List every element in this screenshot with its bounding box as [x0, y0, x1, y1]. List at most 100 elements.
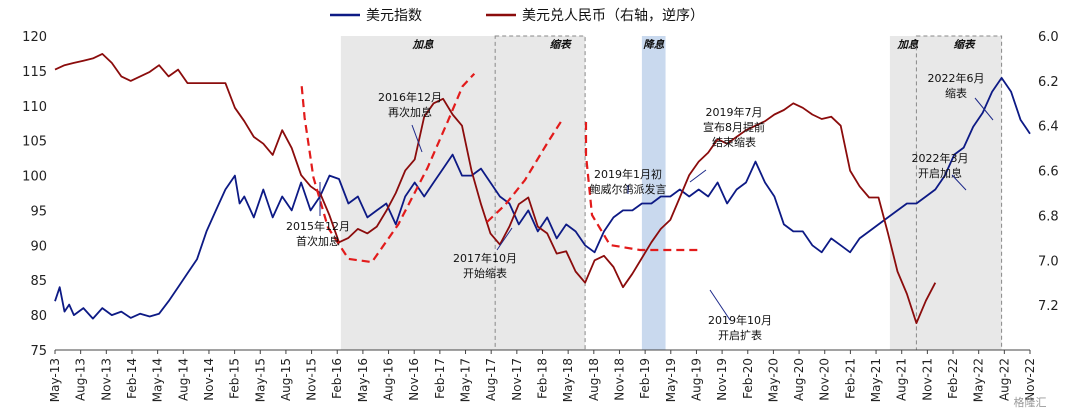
x-tick-label-Nov-18: Nov-18	[612, 358, 626, 401]
x-tick-label-May-14: May-14	[151, 358, 165, 402]
x-tick-label-Aug-18: Aug-18	[587, 358, 601, 401]
annotation-2-line-1: 开始缩表	[463, 266, 507, 280]
shaded-region-2	[641, 36, 666, 350]
x-tick-label-May-21: May-21	[869, 358, 883, 402]
right-tick-6.2: 6.2	[1038, 75, 1059, 90]
left-axis: 75 80 85 90 95 100 105 110 115 120	[22, 30, 47, 359]
region-label-0: 加息	[411, 38, 433, 51]
annotation-arrow-0	[411, 124, 423, 153]
dashed-trend-layer	[300, 72, 700, 264]
annotation-0-line-0: 2016年12月	[378, 90, 442, 104]
left-tick-85: 85	[30, 274, 47, 289]
x-tick-label-Feb-14: Feb-14	[125, 358, 139, 399]
x-tick-label-May-15: May-15	[253, 358, 267, 402]
x-tick-label-Nov-21: Nov-21	[920, 358, 934, 401]
legend-label-usd-index: 美元指数	[366, 8, 422, 24]
annotation-4-line-0: 2019年7月	[706, 105, 763, 119]
region-label-3: 加息	[896, 38, 918, 51]
dashed-trend-line-1	[300, 72, 476, 264]
x-tick-label-May-17: May-17	[459, 358, 473, 402]
x-tick-label-Feb-19: Feb-19	[638, 358, 652, 399]
x-tick-label-May-16: May-16	[356, 358, 370, 402]
x-tick-label-Nov-17: Nov-17	[510, 358, 524, 401]
region-labels: 加息 缩表 降息 加息 缩表	[411, 38, 976, 51]
right-tick-6.4: 6.4	[1038, 120, 1059, 135]
dashed-trend-line-3	[486, 119, 563, 223]
shaded-regions	[340, 35, 1003, 351]
x-tick-label-Feb-18: Feb-18	[536, 358, 550, 399]
left-tick-90: 90	[30, 239, 47, 254]
x-tick-label-Aug-13: Aug-13	[74, 358, 88, 401]
legend-label-usdcny: 美元兑人民币（右轴，逆序）	[522, 8, 704, 24]
x-tick-label-May-22: May-22	[972, 358, 986, 402]
x-tick-label-Aug-15: Aug-15	[279, 358, 293, 401]
x-tick-label-Aug-22: Aug-22	[997, 358, 1011, 401]
annotation-arrow-6	[974, 97, 994, 121]
x-tick-label-Feb-20: Feb-20	[741, 358, 755, 399]
right-tick-6.0: 6.0	[1038, 30, 1059, 45]
x-tick-label-Nov-19: Nov-19	[715, 358, 729, 401]
x-axis: May-13 Aug-13 Nov-13 Feb-14 May-14 Aug-14 Nov-…	[48, 349, 1037, 402]
x-tick-label-Feb-21: Feb-21	[843, 358, 857, 399]
region-label-1: 缩表	[550, 38, 572, 51]
annotation-4-line-2: 结束缩表	[712, 135, 756, 149]
x-tick-label-Feb-17: Feb-17	[433, 358, 447, 399]
annotation-1-line-1: 首次加息	[296, 234, 340, 248]
watermark-text: 格隆汇	[1014, 395, 1047, 409]
annotation-3-line-0: 2019年1月初	[594, 167, 662, 181]
left-tick-115: 115	[22, 65, 47, 80]
region-label-4: 缩表	[954, 38, 976, 51]
x-tick-label-May-18: May-18	[561, 358, 575, 402]
x-tick-label-Aug-17: Aug-17	[484, 358, 498, 401]
left-tick-75: 75	[30, 344, 47, 359]
region-label-2: 降息	[643, 38, 664, 51]
left-tick-95: 95	[30, 204, 47, 219]
annotation-0-line-1: 再次加息	[388, 105, 432, 119]
series-layer	[54, 53, 1031, 324]
annotation-7-line-0: 2022年3月	[912, 151, 969, 165]
annotation-6-line-1: 缩表	[945, 86, 967, 100]
x-tick-label-May-13: May-13	[48, 358, 62, 402]
right-tick-7.2: 7.2	[1038, 299, 1059, 314]
left-tick-80: 80	[30, 309, 47, 324]
x-tick-label-Nov-22: Nov-22	[1023, 358, 1037, 401]
annotation-5-line-0: 2019年10月	[708, 313, 772, 327]
right-tick-7.0: 7.0	[1038, 254, 1059, 269]
annotation-arrow-7	[951, 174, 967, 191]
dashed-trend-line-2	[584, 122, 700, 252]
x-tick-label-Nov-13: Nov-13	[99, 358, 113, 401]
x-tick-label-Aug-20: Aug-20	[792, 358, 806, 401]
legend: 美元指数 美元兑人民币（右轴，逆序）	[330, 8, 704, 24]
x-tick-label-Nov-15: Nov-15	[305, 358, 319, 401]
x-tick-label-Feb-22: Feb-22	[946, 358, 960, 399]
x-tick-label-Nov-14: Nov-14	[202, 358, 216, 401]
x-tick-label-Nov-20: Nov-20	[818, 358, 832, 401]
x-tick-label-May-20: May-20	[766, 358, 780, 402]
left-tick-100: 100	[22, 170, 47, 185]
series-line-usd-index	[54, 77, 1031, 320]
x-tick-label-Aug-16: Aug-16	[382, 358, 396, 401]
right-tick-6.8: 6.8	[1038, 209, 1059, 224]
left-tick-105: 105	[22, 135, 47, 150]
x-tick-label-Aug-14: Aug-14	[176, 358, 190, 401]
right-axis: 6.0 6.2 6.4 6.6 6.8 7.0 7.2	[1038, 30, 1059, 314]
series-line-usdcny	[54, 53, 937, 324]
annotation-7-line-1: 开启加息	[918, 166, 962, 180]
x-tick-label-Feb-15: Feb-15	[228, 358, 242, 399]
annotation-arrow-5	[709, 289, 731, 321]
left-tick-120: 120	[22, 30, 47, 45]
x-tick-label-Feb-16: Feb-16	[330, 358, 344, 399]
x-tick-label-Aug-19: Aug-19	[689, 358, 703, 401]
shaded-region-0	[340, 36, 586, 350]
annotation-arrow-4	[689, 169, 707, 183]
x-tick-label-Nov-16: Nov-16	[407, 358, 421, 401]
annotation-2-line-0: 2017年10月	[453, 251, 517, 265]
left-tick-110: 110	[22, 100, 47, 115]
annotation-arrow-2	[496, 227, 513, 251]
annotation-1-line-0: 2015年12月	[286, 219, 350, 233]
annotation-4-line-1: 宣布8月提前	[703, 120, 765, 134]
x-tick-label-May-19: May-19	[664, 358, 678, 402]
annotation-5-line-1: 开启扩表	[718, 328, 762, 342]
